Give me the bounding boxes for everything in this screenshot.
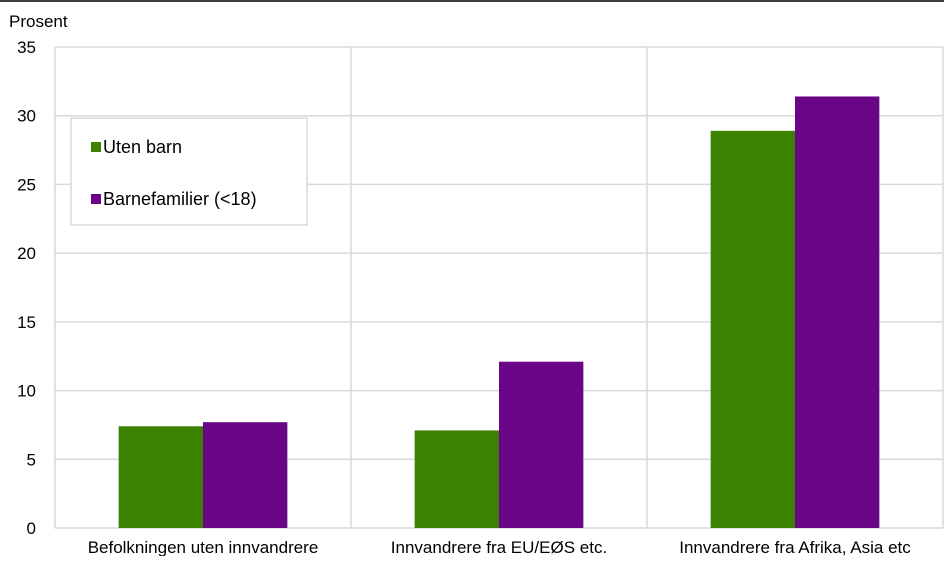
y-axis-ticks: 0 5 10 15 20 25 30 35 (17, 38, 36, 538)
y-tick-label: 15 (17, 313, 36, 332)
y-tick-label: 5 (27, 450, 36, 469)
legend-label-barnefamilier: Barnefamilier (<18) (103, 189, 257, 209)
y-tick-label: 35 (17, 38, 36, 57)
legend-label-uten-barn: Uten barn (103, 137, 182, 157)
x-axis-categories: Befolkningen uten innvandrere Innvandrere… (88, 538, 912, 557)
bar-1-0 (414, 430, 499, 528)
legend-swatch-barnefamilier (91, 194, 101, 204)
legend-box (70, 117, 308, 226)
bar-1-1 (499, 361, 584, 528)
y-tick-label: 10 (17, 382, 36, 401)
legend: Uten barn Barnefamilier (<18) (70, 117, 308, 226)
bar-2-0 (710, 130, 795, 528)
y-tick-label: 20 (17, 244, 36, 263)
legend-swatch-uten-barn (91, 142, 101, 152)
bar-0-0 (118, 426, 203, 528)
x-category-label: Innvandrere fra Afrika, Asia etc (679, 538, 911, 556)
y-tick-label: 25 (17, 175, 36, 194)
y-tick-label: 0 (27, 519, 36, 538)
y-unit-label: Prosent (9, 12, 68, 31)
bar-2-1 (795, 96, 880, 528)
x-category-label: Innvandrere fra EU/EØS etc. (391, 538, 607, 556)
y-tick-label: 30 (17, 107, 36, 126)
x-category-label: Befolkningen uten innvandrere (88, 538, 319, 556)
bar-0-1 (203, 422, 288, 528)
bars (118, 96, 880, 528)
